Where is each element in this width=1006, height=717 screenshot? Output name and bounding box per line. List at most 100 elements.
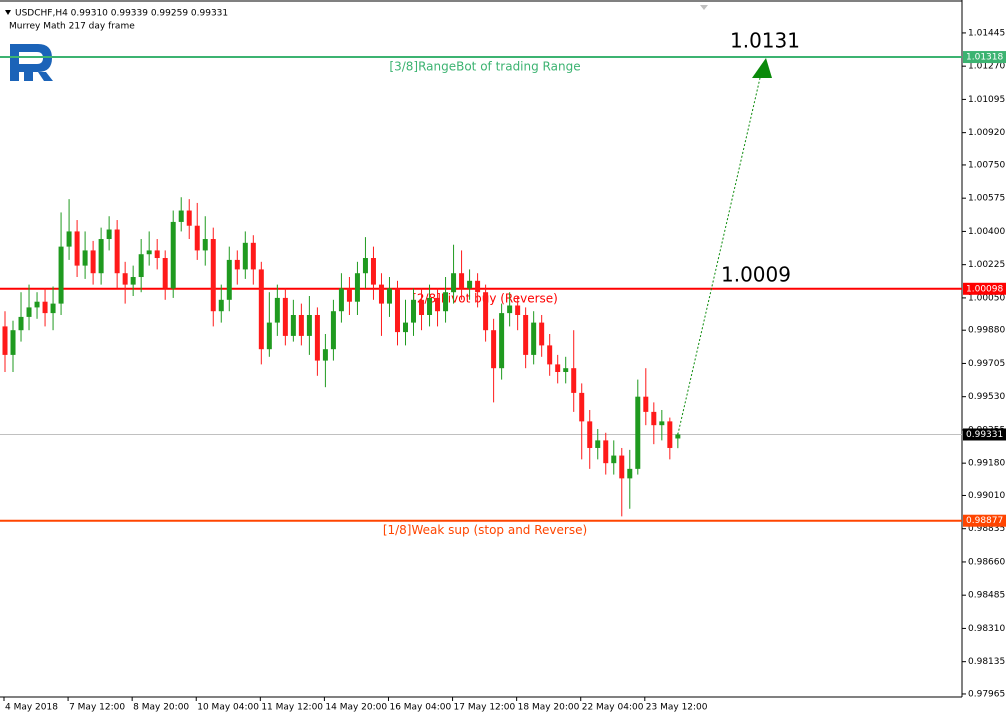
candle-body xyxy=(154,250,160,259)
y-tick-label: 0.99010 xyxy=(968,491,1005,501)
chart-title: USDCHF,H4 0.99310 0.99339 0.99259 0.9933… xyxy=(15,9,228,19)
candle-body xyxy=(18,316,24,331)
candle-body xyxy=(290,315,296,336)
x-tick-label: 18 May 20:00 xyxy=(518,703,580,713)
candle-body xyxy=(595,440,601,448)
annotation: 1.0009 xyxy=(721,263,791,287)
y-tick-label: 0.97965 xyxy=(968,689,1005,699)
y-tick-label: 0.98135 xyxy=(968,657,1005,667)
candle-body xyxy=(611,455,617,464)
y-tick-label: 1.01270 xyxy=(968,62,1005,72)
x-tick-label: 14 May 20:00 xyxy=(325,703,387,713)
x-tick-label: 10 May 04:00 xyxy=(197,703,259,713)
candle-body xyxy=(194,225,200,251)
candle-body xyxy=(651,411,657,426)
level-price-tag-bg xyxy=(963,282,1006,295)
y-tick-label: 1.01445 xyxy=(968,28,1005,38)
y-tick-label: 0.98835 xyxy=(968,524,1005,534)
y-tick-label: 0.98660 xyxy=(968,557,1005,567)
candle-body xyxy=(314,315,320,361)
candle-body xyxy=(627,468,633,479)
y-tick-label: 0.98310 xyxy=(968,624,1005,634)
candle-body xyxy=(50,303,56,314)
current-price-tag-bg xyxy=(963,428,1006,441)
candle-body xyxy=(42,301,48,314)
candle-body xyxy=(523,315,529,355)
menu-arrow xyxy=(5,10,11,15)
candle-body xyxy=(579,392,585,422)
y-tick-label: 0.99880 xyxy=(968,326,1005,336)
candle-body xyxy=(330,311,336,350)
candle-body xyxy=(98,239,104,274)
candle-body xyxy=(146,250,152,255)
indicator-name: Murrey Math 217 day frame xyxy=(9,22,135,32)
x-tick-label: 17 May 12:00 xyxy=(454,703,516,713)
y-tick-label: 1.00750 xyxy=(968,160,1005,170)
candle-body xyxy=(34,301,40,308)
level-price-tag: 1.01318 xyxy=(966,53,1003,63)
candle-body xyxy=(370,258,376,285)
candle-body xyxy=(427,297,433,316)
candle-body xyxy=(26,307,32,317)
candle-body xyxy=(475,280,481,293)
candle-body xyxy=(58,246,64,304)
candle-body xyxy=(539,322,545,346)
candle-body xyxy=(130,277,136,285)
candle-body xyxy=(170,221,176,289)
candle-body xyxy=(483,292,489,331)
candle-body xyxy=(386,288,392,304)
x-tick-label: 7 May 12:00 xyxy=(69,703,125,713)
candle-body xyxy=(90,250,96,274)
candle-body xyxy=(563,368,569,372)
candle-body xyxy=(66,231,72,247)
candle-body xyxy=(555,364,561,372)
candle-body xyxy=(274,297,280,323)
candle-body xyxy=(435,297,441,312)
candle-body xyxy=(202,239,208,251)
level-price-tag: 1.00098 xyxy=(966,284,1003,294)
level-label: [3/8]RangeBot of trading Range xyxy=(389,60,580,74)
candle-body xyxy=(282,297,288,336)
candle-body xyxy=(298,315,304,336)
candle-body xyxy=(162,258,168,289)
candle-body xyxy=(346,288,352,302)
candle-body xyxy=(587,421,593,448)
candle-body xyxy=(234,259,240,270)
candle-body xyxy=(138,254,144,278)
candle-body xyxy=(122,273,128,285)
candle-body xyxy=(619,455,625,479)
candle-body xyxy=(226,259,232,300)
x-tick-label: 11 May 12:00 xyxy=(261,703,323,713)
y-tick-label: 0.99180 xyxy=(968,459,1005,469)
x-tick-label: 16 May 04:00 xyxy=(389,703,451,713)
candle-body xyxy=(82,250,88,266)
candle-body xyxy=(459,273,465,289)
candle-body xyxy=(411,299,417,323)
y-tick-label: 1.00050 xyxy=(968,293,1005,303)
x-tick-label: 22 May 04:00 xyxy=(582,703,644,713)
candle-body xyxy=(258,269,264,350)
y-tick-label: 0.98485 xyxy=(968,591,1005,601)
candle-body xyxy=(467,280,473,289)
level-label: [1/8]Weak sup (stop and Reverse) xyxy=(383,523,587,537)
level-price-tag: 0.98877 xyxy=(966,516,1003,526)
x-tick-label: 23 May 12:00 xyxy=(646,703,708,713)
candle-body xyxy=(531,322,537,355)
y-tick-label: 1.00575 xyxy=(968,194,1005,204)
y-tick-label: 0.99705 xyxy=(968,359,1005,369)
candle-body xyxy=(378,284,384,304)
annotation: 1.0131 xyxy=(730,29,800,53)
x-tick-label: 8 May 20:00 xyxy=(133,703,189,713)
candle-body xyxy=(659,421,665,426)
candle-body xyxy=(403,322,408,333)
candle-body xyxy=(515,305,521,316)
candle-body xyxy=(635,396,641,469)
level-price-tag-bg xyxy=(963,51,1006,64)
candle-body xyxy=(643,396,649,412)
forecast-arrowhead xyxy=(752,58,772,78)
candle-body xyxy=(419,299,425,316)
shift-marker xyxy=(700,5,708,10)
candle-body xyxy=(242,242,248,270)
y-tick-label: 0.99530 xyxy=(968,392,1005,402)
